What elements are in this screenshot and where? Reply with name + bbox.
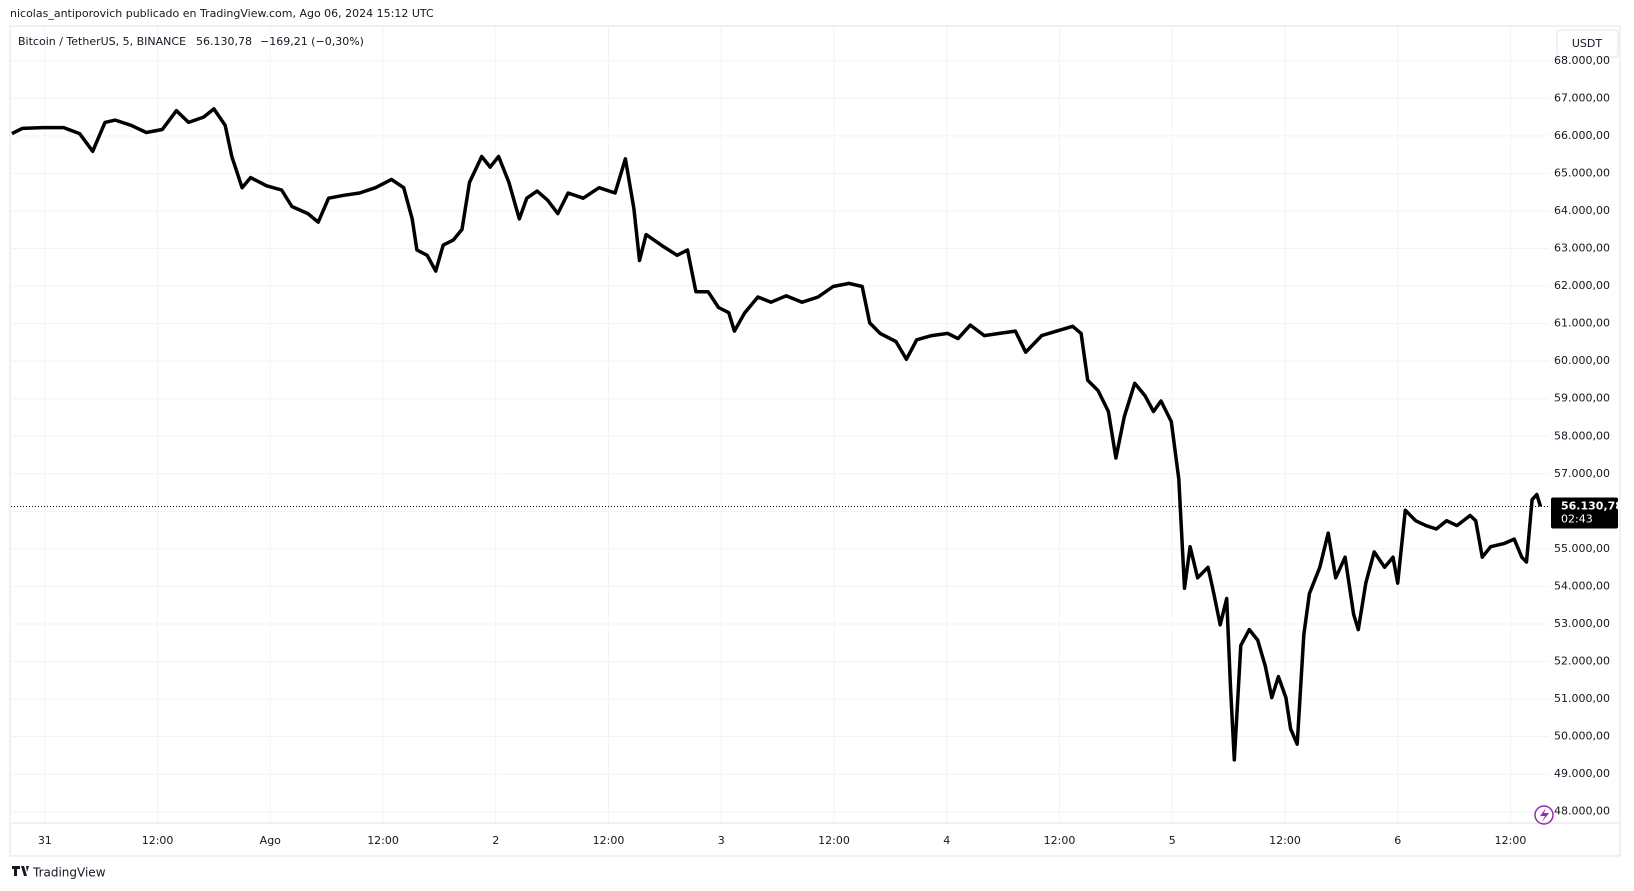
- y-tick-label: 64.000,00: [1554, 204, 1610, 217]
- y-tick-label: 48.000,00: [1554, 805, 1610, 818]
- y-tick-label: 52.000,00: [1554, 655, 1610, 668]
- alert-icon[interactable]: [1534, 805, 1554, 825]
- x-tick-label: 12:00: [1495, 834, 1527, 847]
- currency-button[interactable]: [1556, 29, 1619, 58]
- x-tick-label: Ago: [260, 834, 282, 847]
- y-tick-label: 58.000,00: [1554, 429, 1610, 442]
- y-tick-label: 54.000,00: [1554, 579, 1610, 592]
- currency[interactable]: USDT: [1572, 37, 1603, 50]
- y-tick-label: 62.000,00: [1554, 279, 1610, 292]
- x-tick-label: 12:00: [1269, 834, 1301, 847]
- y-tick-label: 65.000,00: [1554, 166, 1610, 179]
- x-tick-label: 12:00: [818, 834, 850, 847]
- y-tick-label: 63.000,00: [1554, 242, 1610, 255]
- symbol-change: −169,21 (−0,30%): [260, 35, 364, 48]
- y-tick-label: 50.000,00: [1554, 730, 1610, 743]
- x-tick-label: 12:00: [593, 834, 625, 847]
- x-tick-label: 12:00: [367, 834, 399, 847]
- symbol-price: 56.130,78: [196, 35, 252, 48]
- x-tick-label: 31: [38, 834, 52, 847]
- x-tick-label: 12:00: [142, 834, 174, 847]
- plot: [11, 107, 1543, 762]
- x-tick-label: 5: [1169, 834, 1176, 847]
- author-line: nicolas_antiporovich publicado en Tradin…: [10, 7, 434, 20]
- chart-frame: [9, 25, 1621, 857]
- y-tick-label: 55.000,00: [1554, 542, 1610, 555]
- y-tick-label: 57.000,00: [1554, 467, 1610, 480]
- x-tick-label: 2: [492, 834, 499, 847]
- y-tick-label: 49.000,00: [1554, 767, 1610, 780]
- last-price-label: 56.130,78: [1561, 499, 1623, 512]
- y-tick-label: 61.000,00: [1554, 317, 1610, 330]
- last-price-tag: [1551, 497, 1618, 529]
- y-tick-label: 59.000,00: [1554, 392, 1610, 405]
- y-tick-label: 60.000,00: [1554, 354, 1610, 367]
- x-tick-label: 4: [943, 834, 950, 847]
- x-tick-label: 6: [1394, 834, 1401, 847]
- x-tick-label: 12:00: [1044, 834, 1076, 847]
- price-line: [11, 107, 1543, 762]
- x-tick-label: 3: [718, 834, 725, 847]
- symbol: Bitcoin / TetherUS, 5, BINANCE: [18, 35, 186, 48]
- y-tick-label: 68.000,00: [1554, 54, 1610, 67]
- y-tick-label: 67.000,00: [1554, 91, 1610, 104]
- alert-bolt: [1540, 808, 1549, 822]
- grid: [11, 27, 1620, 824]
- y-tick-label: 51.000,00: [1554, 692, 1610, 705]
- brand-logo: [12, 866, 29, 876]
- countdown: 02:43: [1561, 512, 1593, 525]
- brand: TradingView: [32, 866, 106, 880]
- y-tick-label: 66.000,00: [1554, 129, 1610, 142]
- y-tick-label: 53.000,00: [1554, 617, 1610, 630]
